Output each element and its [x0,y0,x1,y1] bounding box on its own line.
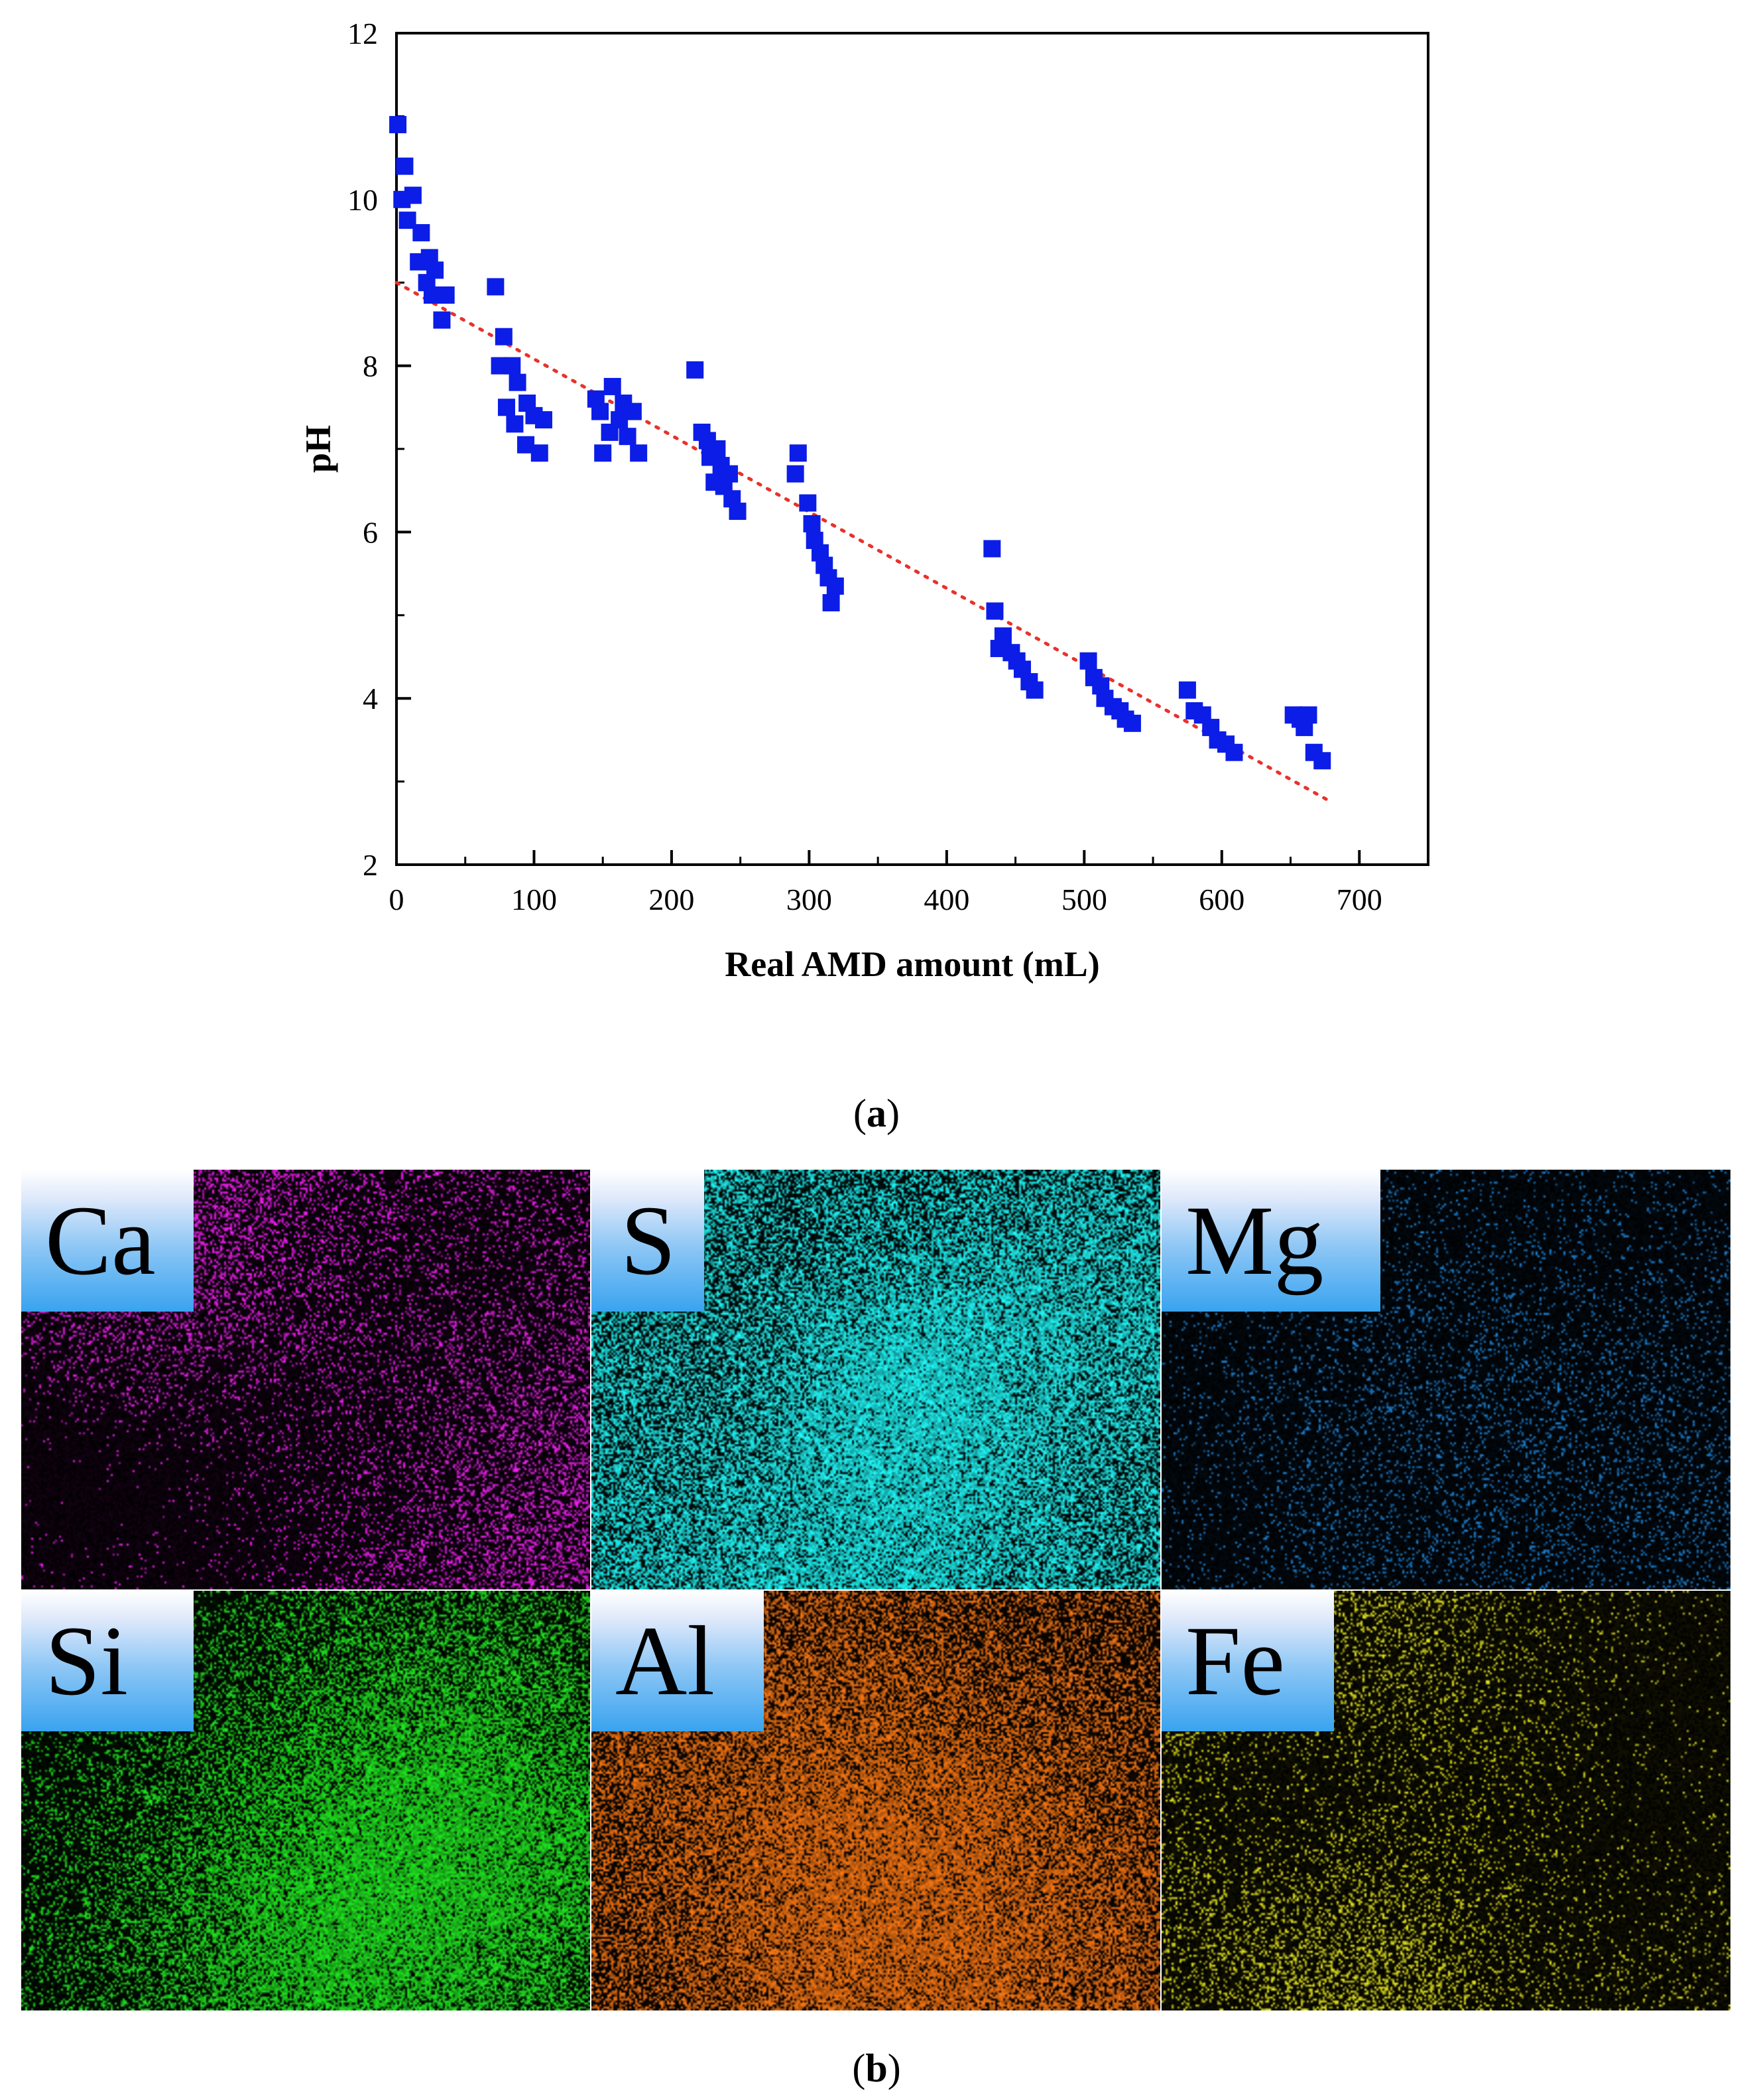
data-point [433,311,451,329]
data-point [1026,681,1044,699]
data-point [986,602,1004,620]
data-point [437,286,455,304]
data-point [630,444,648,462]
y-tick-label: 4 [363,682,378,715]
data-point [822,593,840,611]
data-point [591,402,609,420]
data-point [396,157,414,175]
y-tick-label: 10 [347,183,378,217]
data-point [506,415,524,433]
data-point [611,411,629,429]
element-label: Fe [1162,1591,1334,1731]
element-map-al: Al [591,1591,1160,2010]
data-point [509,373,526,391]
caption-a-letter: a [867,1091,886,1135]
x-axis-ticks: 0 100 200 300 400 500 600 700 [389,850,1429,916]
data-point [789,444,807,462]
element-map-s: S [591,1170,1160,1589]
x-tick-label: 700 [1337,883,1382,916]
caption-b-letter: b [865,2046,888,2090]
data-point [729,503,747,521]
x-tick-label: 0 [389,883,404,916]
data-point [826,577,844,595]
data-point [404,186,422,204]
data-point [426,261,444,279]
data-point [686,361,704,379]
x-tick-label: 200 [648,883,694,916]
data-point [389,115,407,133]
data-point [495,328,513,345]
element-label: Ca [21,1170,194,1312]
data-point [1296,719,1313,737]
data-point [412,223,430,241]
x-tick-label: 500 [1061,883,1107,916]
element-label: S [591,1170,704,1312]
data-point [534,411,552,429]
y-axis-ticks: 2 4 6 8 10 12 [347,17,411,882]
element-label: Mg [1162,1170,1380,1312]
data-point [1079,652,1097,670]
data-point [1313,752,1331,770]
plot-frame [395,32,1429,866]
data-points [389,115,1331,770]
data-point [803,515,821,532]
x-tick-label: 400 [924,883,969,916]
y-tick-label: 2 [363,848,378,882]
element-map-si: Si [21,1591,590,2010]
data-point [619,428,636,446]
data-point [786,465,804,483]
element-map-fe: Fe [1162,1591,1730,2010]
data-point [1178,681,1196,699]
ph-scatter-chart: 2 4 6 8 10 12 0 100 200 300 400 500 600 700 Real AMD… [298,17,1429,984]
trendline-path [394,280,1334,804]
y-tick-label: 12 [347,17,378,50]
x-tick-label: 300 [786,883,832,916]
y-tick-label: 6 [363,515,378,549]
x-tick-label: 100 [511,883,557,916]
data-point [799,494,817,512]
data-point [503,357,521,375]
caption-b: (b) [852,2046,901,2090]
x-axis-label: Real AMD amount (mL) [725,944,1099,984]
data-point [487,278,505,296]
element-label: Al [591,1591,764,1731]
data-point [594,444,612,462]
data-point [1123,714,1141,732]
trendline [394,280,1334,804]
caption-a: (a) [853,1091,900,1135]
x-tick-label: 600 [1199,883,1244,916]
element-map-mg: Mg [1162,1170,1730,1589]
element-map-ca: Ca [21,1170,590,1589]
elemental-maps-grid: Ca S Mg Si Al Fe [21,1170,1732,2012]
data-point [983,540,1001,558]
y-axis-label: pH [298,425,338,473]
data-point [603,377,621,395]
data-point [1225,743,1243,761]
data-point [530,444,548,462]
data-point [497,399,515,416]
y-tick-label: 8 [363,349,378,383]
element-label: Si [21,1591,194,1731]
data-point [708,440,726,458]
